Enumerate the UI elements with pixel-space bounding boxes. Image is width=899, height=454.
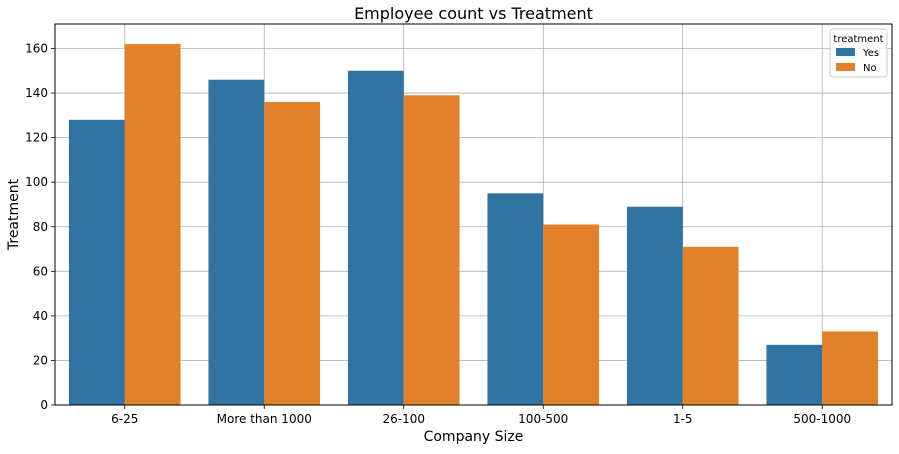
bar-yes — [626, 206, 683, 405]
x-tick-label: More than 1000 — [217, 412, 312, 426]
x-tick-label: 100-500 — [518, 412, 568, 426]
y-tick-label: 160 — [25, 42, 48, 56]
y-tick-label: 120 — [25, 131, 48, 145]
x-tick-label: 26-100 — [382, 412, 425, 426]
legend: treatment Yes No — [829, 28, 888, 78]
bar-no — [543, 224, 600, 405]
y-tick-label: 20 — [33, 353, 48, 367]
legend-title: treatment — [833, 34, 883, 45]
bar-yes — [487, 193, 544, 405]
x-tick-label: 500-1000 — [793, 412, 851, 426]
bar-no — [124, 44, 181, 405]
y-tick-label: 60 — [33, 264, 48, 278]
bar-no — [403, 95, 460, 405]
legend-swatch — [836, 48, 855, 56]
bar-no — [682, 246, 739, 405]
bar-yes — [208, 79, 265, 405]
x-axis-label: Company Size — [424, 429, 524, 445]
chart-title: Employee count vs Treatment — [354, 4, 593, 23]
legend-entry-label: No — [863, 63, 877, 74]
y-tick-label: 100 — [25, 175, 48, 189]
ticks-layer: 0 20 40 60 80 100 120 140 160 6-25 More than 1000 2… — [25, 42, 851, 426]
axes-frame — [54, 23, 893, 406]
y-tick-label: 40 — [33, 309, 48, 323]
legend-entry-label: Yes — [862, 48, 879, 59]
bars-layer — [68, 44, 879, 406]
bar-no — [264, 101, 321, 405]
y-tick-label: 80 — [33, 220, 48, 234]
legend-swatch — [836, 63, 855, 71]
y-tick-label: 0 — [40, 398, 48, 412]
y-tick-label: 140 — [25, 86, 48, 100]
bar-yes — [347, 70, 404, 405]
bar-no — [822, 331, 879, 405]
bar-yes — [766, 344, 823, 405]
bar-yes — [68, 119, 125, 406]
x-tick-label: 6-25 — [111, 412, 138, 426]
y-axis-label: Treatment — [6, 178, 22, 251]
x-tick-label: 1-5 — [673, 412, 693, 426]
